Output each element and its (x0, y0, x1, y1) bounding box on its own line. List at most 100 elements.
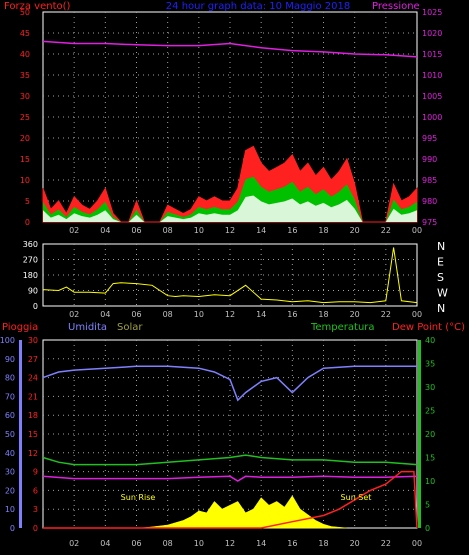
temperature-axis-bar (418, 340, 421, 528)
humidity-axis-tick: 80 (5, 374, 15, 383)
pressure-line (42, 40, 418, 58)
wind-axis-tick: 15 (20, 155, 30, 164)
climate-panel-xtick: 12 (225, 539, 235, 548)
climate-panel-xtick: 14 (256, 539, 266, 548)
direction-axis-tick: 0 (33, 302, 38, 311)
climate-panel-xtick: 00 (412, 539, 422, 548)
wind-panel-xtick: 08 (163, 226, 173, 235)
pressure-axis-tick: 1010 (422, 71, 442, 80)
rain-axis-tick: 15 (28, 430, 38, 439)
rain-label: Pioggia (2, 322, 38, 333)
wind-axis-tick: 30 (20, 92, 30, 101)
temperature-label: Temperatura (310, 322, 375, 333)
dewpoint-line (42, 475, 418, 482)
direction-panel-xtick: 00 (412, 310, 422, 319)
wind-axis-tick: 35 (20, 71, 30, 80)
chart-title: 24 hour graph data: 10 Maggio 2018 (166, 1, 350, 12)
direction-axis-tick: 180 (23, 271, 38, 280)
climate-panel-xtick: 20 (350, 539, 360, 548)
wind-axis-tick: 20 (20, 134, 30, 143)
solar-label: Solar (117, 322, 143, 333)
climate-panel-xtick: 04 (100, 539, 110, 548)
direction-panel-xtick: 08 (163, 310, 173, 319)
wind-panel-xtick: 18 (318, 226, 328, 235)
wind-panel-xtick: 06 (131, 226, 141, 235)
rain-axis-tick: 12 (28, 449, 38, 458)
solar-area (139, 495, 347, 529)
pressure-axis-tick: 990 (422, 155, 437, 164)
temperature-axis-tick: 15 (425, 454, 435, 463)
temperature-axis-tick: 40 (425, 336, 435, 345)
humidity-label: Umidita (68, 322, 107, 333)
pressure-axis-tick: 1015 (422, 50, 442, 59)
wind-panel-xtick: 22 (381, 226, 391, 235)
direction-panel-xtick: 04 (100, 310, 110, 319)
pressure-axis-tick: 1005 (422, 92, 442, 101)
direction-axis-tick: 270 (23, 256, 38, 265)
temperature-axis-tick: 20 (425, 430, 435, 439)
humidity-axis-tick: 100 (0, 336, 15, 345)
humidity-axis-tick: 20 (5, 486, 15, 495)
wind-axis-label: Forza vento() (4, 1, 71, 12)
direction-axis-tick: 90 (28, 287, 38, 296)
sunset-label: Sun Set (341, 493, 372, 502)
climate-panel-xtick: 18 (318, 539, 328, 548)
compass-letter: S (437, 271, 444, 284)
direction-panel-xtick: 22 (381, 310, 391, 319)
wind-panel-xtick: 20 (350, 226, 360, 235)
wind-panel-xtick: 10 (194, 226, 204, 235)
humidity-axis-tick: 30 (5, 468, 15, 477)
direction-panel-xtick: 10 (194, 310, 204, 319)
humidity-axis-tick: 60 (5, 411, 15, 420)
pressure-axis-tick: 995 (422, 134, 437, 143)
wind-panel-xtick: 14 (256, 226, 266, 235)
rain-axis-tick: 21 (28, 392, 38, 401)
rain-axis-tick: 6 (33, 486, 38, 495)
temperature-axis-tick: 10 (425, 477, 435, 486)
wind-panel-xtick: 04 (100, 226, 110, 235)
compass-letter: W (437, 287, 448, 300)
wind-axis-tick: 25 (20, 113, 30, 122)
climate-panel-xtick: 10 (194, 539, 204, 548)
temperature-axis-tick: 0 (425, 524, 430, 533)
rain-axis-tick: 0 (33, 524, 38, 533)
compass-letter: E (437, 256, 444, 269)
temperature-axis-tick: 25 (425, 407, 435, 416)
compass-letter: N (437, 240, 445, 253)
wind-panel-xtick: 00 (412, 226, 422, 235)
direction-line (42, 247, 418, 304)
wind-axis-tick: 45 (20, 29, 30, 38)
direction-panel-xtick: 12 (225, 310, 235, 319)
sunrise-label: Sun Rise (121, 493, 156, 502)
rain-axis-tick: 18 (28, 411, 38, 420)
wind-panel-xtick: 02 (69, 226, 79, 235)
rain-line (43, 470, 418, 529)
rain-axis-tick: 24 (28, 374, 38, 383)
wind-axis-tick: 5 (25, 197, 30, 206)
temperature-line (42, 454, 418, 466)
compass-letter: N (437, 302, 445, 315)
humidity-axis-tick: 70 (5, 392, 15, 401)
direction-panel-xtick: 02 (69, 310, 79, 319)
humidity-axis-tick: 90 (5, 355, 15, 364)
wind-axis-tick: 10 (20, 176, 30, 185)
temperature-axis-tick: 30 (425, 383, 435, 392)
humidity-axis-tick: 50 (5, 430, 15, 439)
temperature-axis-tick: 5 (425, 501, 430, 510)
humidity-axis-tick: 10 (5, 505, 15, 514)
climate-panel-xtick: 22 (381, 539, 391, 548)
temperature-axis-tick: 35 (425, 360, 435, 369)
pressure-axis-label: Pressione (372, 1, 420, 12)
climate-panel-xtick: 16 (287, 539, 297, 548)
dewpoint-label: Dew Point (°C) (392, 322, 465, 333)
direction-panel-xtick: 16 (287, 310, 297, 319)
direction-panel-xtick: 06 (131, 310, 141, 319)
rain-axis-tick: 3 (33, 505, 38, 514)
direction-panel-xtick: 14 (256, 310, 266, 319)
humidity-axis-tick: 0 (10, 524, 15, 533)
pressure-axis-tick: 1025 (422, 8, 442, 17)
pressure-axis-tick: 980 (422, 197, 437, 206)
pressure-axis-tick: 975 (422, 218, 437, 227)
humidity-line (42, 365, 417, 402)
